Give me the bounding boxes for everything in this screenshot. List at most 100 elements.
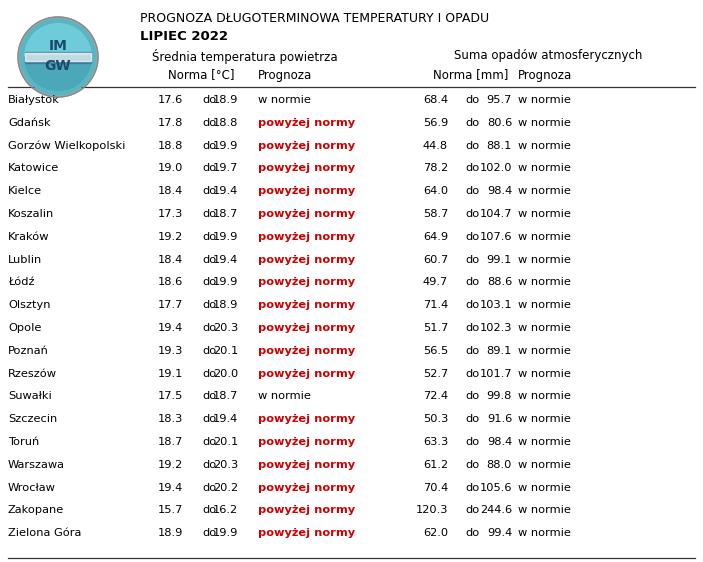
Text: Łódź: Łódź xyxy=(8,278,34,287)
Text: 52.7: 52.7 xyxy=(423,369,448,379)
Text: powyżej normy: powyżej normy xyxy=(258,232,355,242)
Text: Lublin: Lublin xyxy=(8,255,42,265)
Text: 56.9: 56.9 xyxy=(423,118,448,128)
Text: Prognoza: Prognoza xyxy=(518,69,572,81)
Text: 71.4: 71.4 xyxy=(423,300,448,310)
Text: 107.6: 107.6 xyxy=(479,232,512,242)
Text: 20.0: 20.0 xyxy=(213,369,238,379)
Text: 56.5: 56.5 xyxy=(423,346,448,356)
Text: 18.6: 18.6 xyxy=(157,278,183,287)
Text: do: do xyxy=(202,437,217,447)
Text: do: do xyxy=(465,300,479,310)
Text: w normie: w normie xyxy=(518,528,571,538)
Text: 19.4: 19.4 xyxy=(213,186,238,196)
Text: Opole: Opole xyxy=(8,323,41,333)
Text: powyżej normy: powyżej normy xyxy=(258,460,355,470)
Text: 62.0: 62.0 xyxy=(423,528,448,538)
Text: 18.9: 18.9 xyxy=(212,300,238,310)
Text: IM: IM xyxy=(49,39,67,53)
Text: do: do xyxy=(202,414,217,424)
Text: 19.0: 19.0 xyxy=(157,164,183,174)
Text: do: do xyxy=(465,323,479,333)
Text: 19.4: 19.4 xyxy=(157,323,183,333)
Text: 68.4: 68.4 xyxy=(423,95,448,105)
Text: 19.4: 19.4 xyxy=(213,255,238,265)
Text: 60.7: 60.7 xyxy=(423,255,448,265)
Text: do: do xyxy=(202,369,217,379)
Text: powyżej normy: powyżej normy xyxy=(258,300,355,310)
Wedge shape xyxy=(25,57,91,90)
Text: 18.4: 18.4 xyxy=(157,186,183,196)
Circle shape xyxy=(20,19,96,95)
Text: 98.4: 98.4 xyxy=(486,186,512,196)
Text: do: do xyxy=(202,255,217,265)
Text: w normie: w normie xyxy=(518,391,571,401)
Text: Suma opadów atmosferycznych: Suma opadów atmosferycznych xyxy=(454,49,642,62)
Text: powyżej normy: powyżej normy xyxy=(258,118,355,128)
Text: do: do xyxy=(465,209,479,219)
Text: 19.4: 19.4 xyxy=(213,414,238,424)
Text: 20.3: 20.3 xyxy=(213,323,238,333)
Text: w normie: w normie xyxy=(518,346,571,356)
Text: 51.7: 51.7 xyxy=(423,323,448,333)
Text: 18.7: 18.7 xyxy=(212,209,238,219)
Text: 19.4: 19.4 xyxy=(157,483,183,493)
Text: do: do xyxy=(202,164,217,174)
Text: powyżej normy: powyżej normy xyxy=(258,528,355,538)
Text: 44.8: 44.8 xyxy=(423,140,448,151)
Text: Szczecin: Szczecin xyxy=(8,414,57,424)
Text: do: do xyxy=(202,209,217,219)
Text: do: do xyxy=(202,300,217,310)
Text: 20.1: 20.1 xyxy=(213,437,238,447)
Text: do: do xyxy=(202,95,217,105)
Text: do: do xyxy=(202,232,217,242)
Text: powyżej normy: powyżej normy xyxy=(258,323,355,333)
Text: 17.8: 17.8 xyxy=(157,118,183,128)
Text: do: do xyxy=(202,460,217,470)
Text: 98.4: 98.4 xyxy=(486,437,512,447)
Text: 64.0: 64.0 xyxy=(423,186,448,196)
Text: 120.3: 120.3 xyxy=(415,505,448,515)
Text: do: do xyxy=(202,505,217,515)
Text: 19.2: 19.2 xyxy=(157,460,183,470)
Text: 17.7: 17.7 xyxy=(157,300,183,310)
Text: Kraków: Kraków xyxy=(8,232,49,242)
Text: 88.1: 88.1 xyxy=(486,140,512,151)
Text: powyżej normy: powyżej normy xyxy=(258,209,355,219)
Bar xyxy=(25,53,91,61)
Text: do: do xyxy=(465,528,479,538)
Text: do: do xyxy=(465,460,479,470)
Text: powyżej normy: powyżej normy xyxy=(258,346,355,356)
Text: 18.3: 18.3 xyxy=(157,414,183,424)
Text: 17.5: 17.5 xyxy=(157,391,183,401)
Text: w normie: w normie xyxy=(518,164,571,174)
Text: 105.6: 105.6 xyxy=(479,483,512,493)
Text: 89.1: 89.1 xyxy=(486,346,512,356)
Text: 49.7: 49.7 xyxy=(423,278,448,287)
Text: w normie: w normie xyxy=(518,505,571,515)
Bar xyxy=(25,52,91,55)
Text: powyżej normy: powyżej normy xyxy=(258,255,355,265)
Text: LIPIEC 2022: LIPIEC 2022 xyxy=(140,29,228,43)
Text: 18.8: 18.8 xyxy=(157,140,183,151)
Text: 19.3: 19.3 xyxy=(157,346,183,356)
Text: 18.4: 18.4 xyxy=(157,255,183,265)
Text: do: do xyxy=(465,437,479,447)
Text: PROGNOZA DŁUGOTERMINOWA TEMPERATURY I OPADU: PROGNOZA DŁUGOTERMINOWA TEMPERATURY I OP… xyxy=(140,11,489,25)
Text: 99.4: 99.4 xyxy=(486,528,512,538)
Text: 16.2: 16.2 xyxy=(213,505,238,515)
Text: w normie: w normie xyxy=(518,186,571,196)
Text: 102.3: 102.3 xyxy=(479,323,512,333)
Text: Gorzów Wielkopolski: Gorzów Wielkopolski xyxy=(8,140,125,151)
Text: 18.9: 18.9 xyxy=(157,528,183,538)
Text: 61.2: 61.2 xyxy=(423,460,448,470)
Text: w normie: w normie xyxy=(518,255,571,265)
Text: 88.0: 88.0 xyxy=(486,460,512,470)
Text: Suwałki: Suwałki xyxy=(8,391,52,401)
Text: 63.3: 63.3 xyxy=(423,437,448,447)
Bar xyxy=(25,56,91,58)
Text: do: do xyxy=(465,255,479,265)
Text: 19.9: 19.9 xyxy=(212,528,238,538)
Text: Gdańsk: Gdańsk xyxy=(8,118,51,128)
Text: do: do xyxy=(202,346,217,356)
